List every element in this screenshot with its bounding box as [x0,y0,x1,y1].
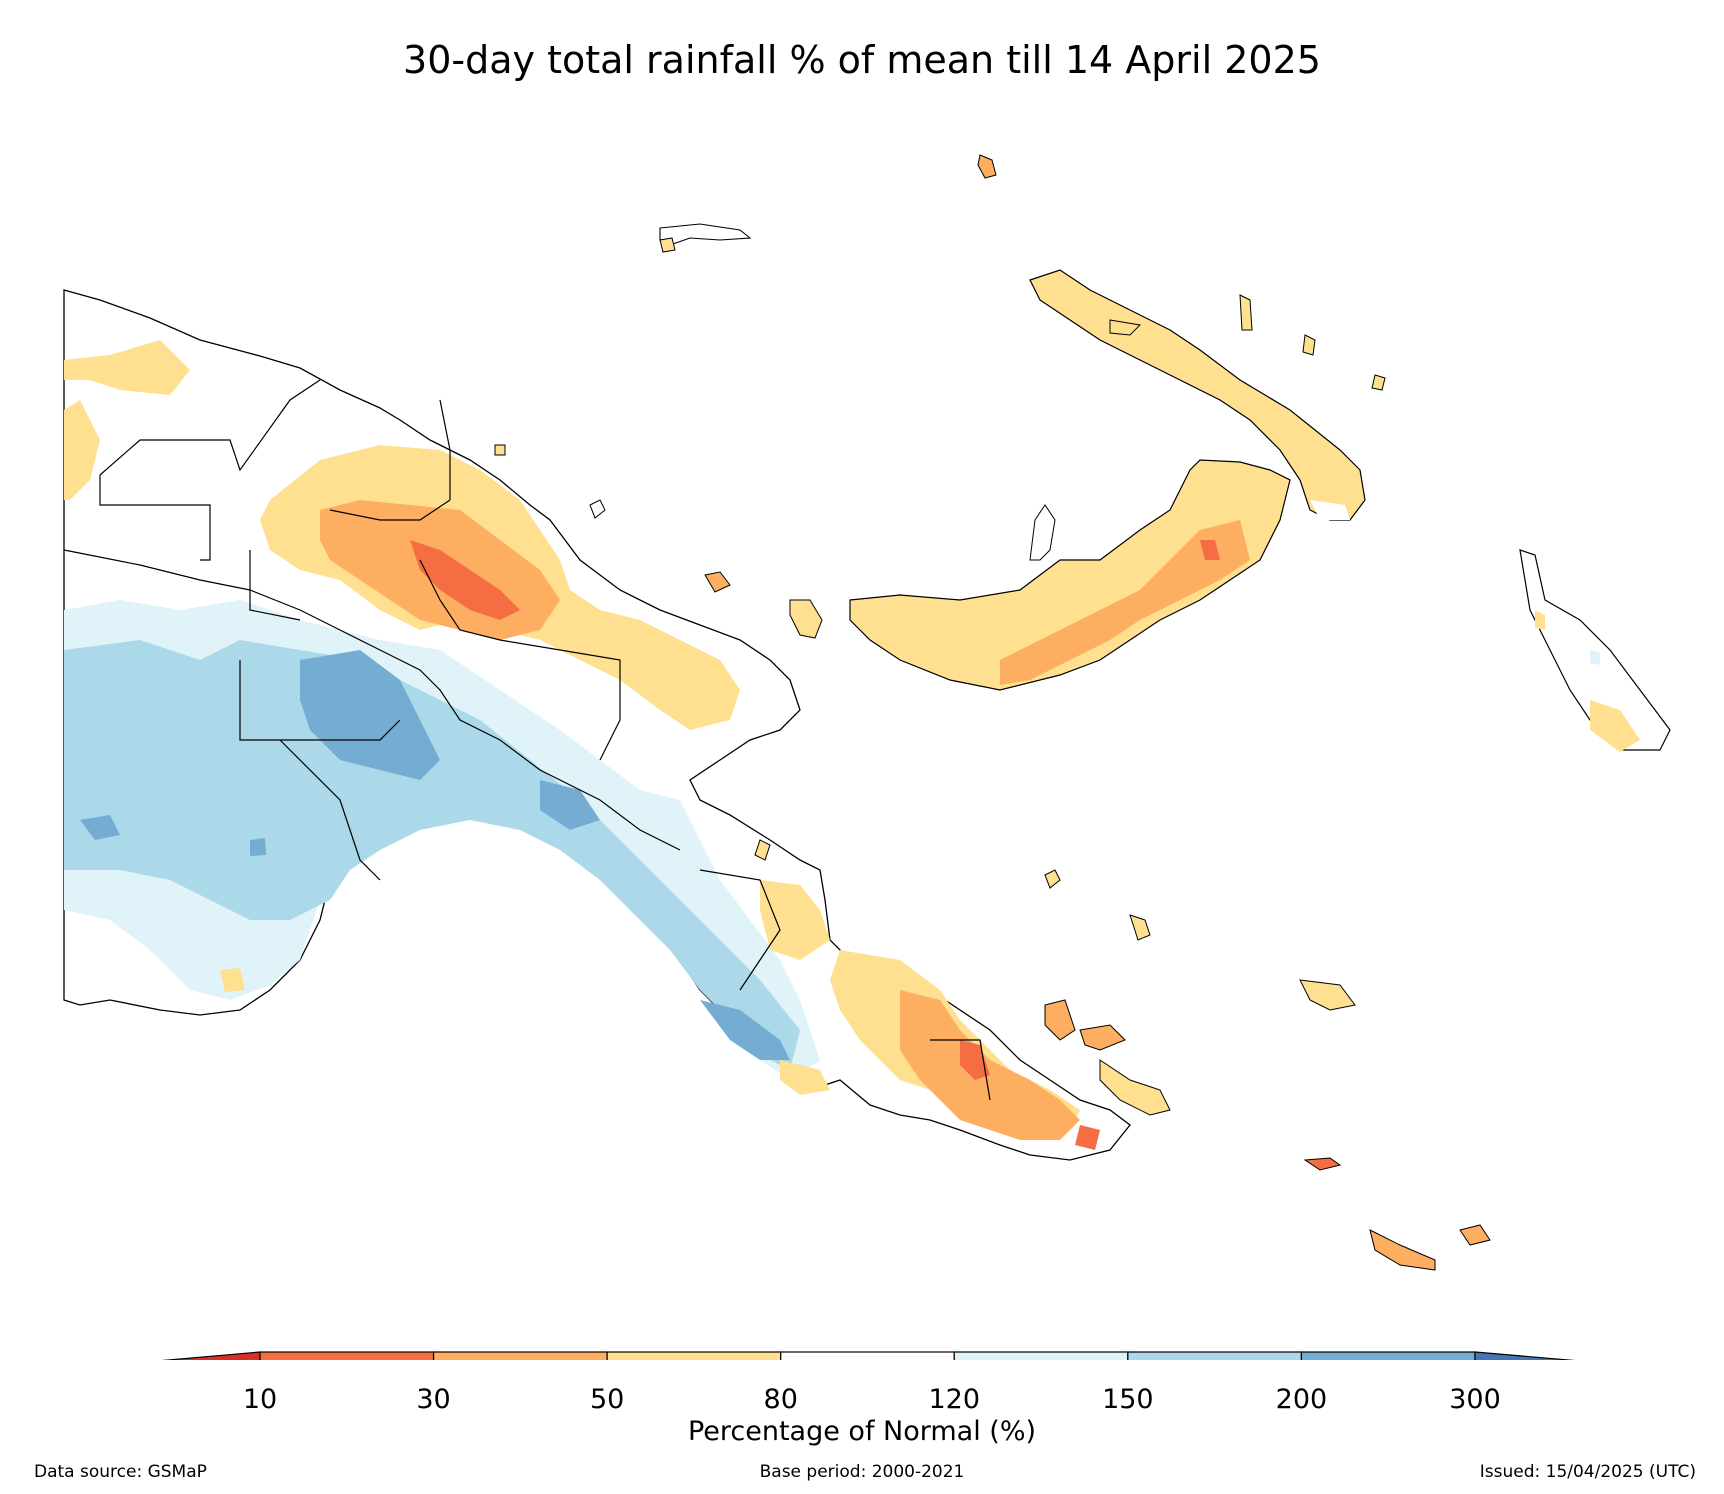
colorbar-extend-high [1474,1351,1576,1360]
small-islands [494,154,1491,1271]
colorbar-segment [780,1351,955,1360]
new-britain-island [849,459,1291,691]
colorbar-label: Percentage of Normal (%) [687,1416,1037,1447]
colorbar [161,1351,1576,1360]
colorbar-segment [259,1351,435,1360]
colorbar-tick-label: 120 [928,1384,981,1415]
map-title: 30-day total rainfall % of mean till 14 … [403,38,1321,82]
colorbar-tick-label: 200 [1275,1384,1328,1415]
colorbar-segment [1300,1351,1476,1360]
data-source: Data source: GSMaP [34,1462,207,1482]
bougainville-island [1519,549,1671,751]
colorbar-segment [953,1351,1129,1360]
manus-island [659,223,752,246]
issued-date: Issued: 15/04/2025 (UTC) [1479,1462,1696,1482]
colorbar-tick-label: 150 [1102,1384,1154,1415]
colorbar-segment [1127,1351,1303,1360]
colorbar-tick-label: 30 [416,1384,451,1415]
rainfall-map [63,154,1671,1360]
colorbar-tick-label: 10 [242,1384,278,1415]
province-boundaries [63,379,991,1101]
colorbar-tick-label: 80 [763,1384,798,1415]
colorbar-segment [432,1351,608,1360]
colorbar-extend-low [161,1351,261,1360]
base-period: Base period: 2000-2021 [759,1462,965,1482]
colorbar-segment [606,1351,782,1360]
colorbar-tick-label: 300 [1449,1384,1501,1415]
colorbar-tick-label: 50 [589,1384,625,1415]
